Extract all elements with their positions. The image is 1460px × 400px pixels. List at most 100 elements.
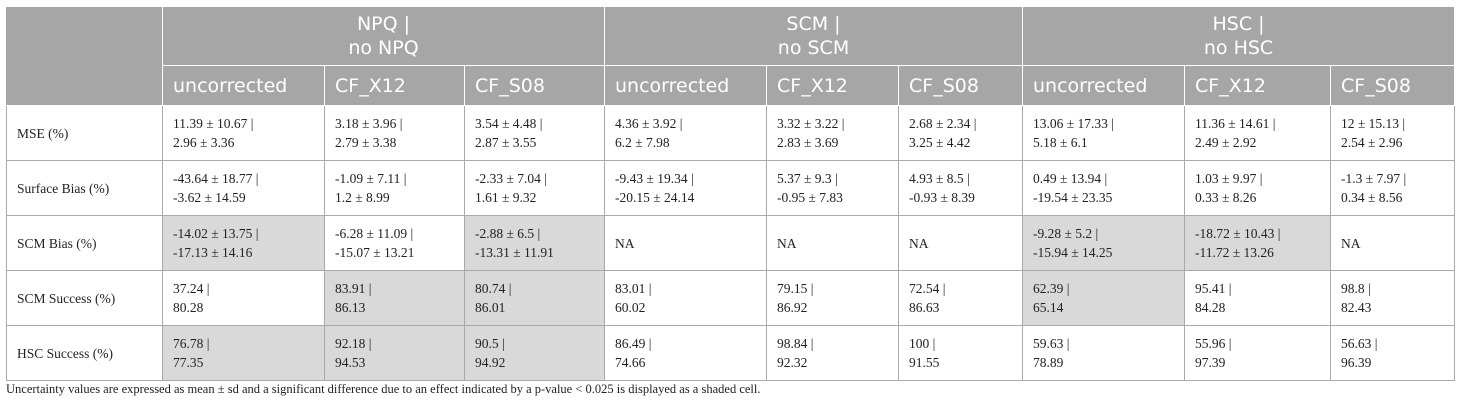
cell-line-1: 98.84 | [777, 336, 814, 351]
table-cell: 4.36 ± 3.92 | 6.2 ± 7.98 [604, 105, 767, 161]
cell-line-1: 11.39 ± 10.67 | [173, 116, 254, 131]
table-cell: 83.01 | 60.02 [604, 270, 767, 326]
results-table-container: NPQ | no NPQ SCM | no SCM HSC | no HSC u… [6, 6, 1456, 381]
cell-line-1: 0.49 ± 13.94 | [1033, 171, 1108, 186]
table-row: SCM Success (%) 37.24 | 80.28 83.91 | 86.13 8… [6, 270, 1456, 326]
cell-line-1: 1.03 ± 9.97 | [1195, 171, 1263, 186]
cell-line-1: -18.72 ± 10.43 | [1195, 226, 1281, 241]
cell-line-2: 94.92 [475, 355, 506, 370]
cell-line-2: 86.92 [777, 300, 808, 315]
cell-line-2: 5.18 ± 6.1 [1033, 135, 1088, 150]
column-header: uncorrected [604, 65, 767, 106]
table-cell: 3.54 ± 4.48 | 2.87 ± 3.55 [464, 105, 605, 161]
cell-line-1: 3.32 ± 3.22 | [777, 116, 845, 131]
cell-line-2: 80.28 [173, 300, 204, 315]
column-header: CF_X12 [1184, 65, 1332, 106]
shaded-cell: -2.88 ± 6.5 | -13.31 ± 11.91 [464, 215, 605, 271]
cell-line-2: 6.2 ± 7.98 [615, 135, 670, 150]
cell-line-1: NA [909, 235, 929, 251]
table-cell: 0.49 ± 13.94 | -19.54 ± 23.35 [1022, 160, 1186, 216]
header-group-npq-line1: NPQ | [356, 13, 411, 35]
cell-line-2: 77.35 [173, 355, 204, 370]
cell-line-1: 5.37 ± 9.3 | [777, 171, 838, 186]
table-cell: -9.43 ± 19.34 | -20.15 ± 24.14 [604, 160, 767, 216]
shaded-cell: 83.91 | 86.13 [324, 270, 465, 326]
shaded-cell: 80.74 | 86.01 [464, 270, 605, 326]
header-corner-cell [6, 6, 163, 106]
table-body: MSE (%) 11.39 ± 10.67 | 2.96 ± 3.36 3.18 ± … [6, 105, 1456, 381]
table-cell: 3.32 ± 3.22 | 2.83 ± 3.69 [766, 105, 899, 161]
cell-line-1: -6.28 ± 11.09 | [335, 226, 414, 241]
column-header: uncorrected [162, 65, 325, 106]
cell-line-1: 4.36 ± 3.92 | [615, 116, 683, 131]
table-cell: 72.54 | 86.63 [897, 270, 1024, 326]
cell-line-2: 1.61 ± 9.32 [475, 190, 537, 205]
row-label: MSE (%) [6, 105, 163, 161]
cell-line-2: 60.02 [615, 300, 646, 315]
cell-line-2: 3.25 ± 4.42 [909, 135, 971, 150]
header-group-npq: NPQ | no NPQ [162, 6, 605, 66]
shaded-cell: 90.5 | 94.92 [464, 325, 605, 381]
table-cell: 2.68 ± 2.34 | 3.25 ± 4.42 [897, 105, 1024, 161]
column-header: CF_S08 [464, 65, 605, 106]
cell-line-2: 94.53 [335, 355, 366, 370]
column-header: CF_S08 [1330, 65, 1456, 106]
cell-line-1: -9.28 ± 5.2 | [1033, 226, 1099, 241]
table-cell: 59.63 | 78.89 [1022, 325, 1186, 381]
cell-line-2: 86.01 [475, 300, 506, 315]
shaded-cell: 92.18 | 94.53 [324, 325, 465, 381]
cell-line-1: 37.24 | [173, 281, 210, 296]
cell-line-1: NA [1341, 235, 1361, 251]
table-cell: NA [766, 215, 899, 271]
cell-line-1: 79.15 | [777, 281, 814, 296]
cell-line-2: -19.54 ± 23.35 [1033, 190, 1113, 205]
cell-line-1: 3.54 ± 4.48 | [475, 116, 543, 131]
cell-line-2: 2.79 ± 3.38 [335, 135, 397, 150]
cell-line-2: 2.83 ± 3.69 [777, 135, 839, 150]
table-row: SCM Bias (%) -14.02 ± 13.75 | -17.13 ± 14.… [6, 215, 1456, 271]
cell-line-2: -20.15 ± 24.14 [615, 190, 695, 205]
table-cell: 98.8 | 82.43 [1330, 270, 1456, 326]
cell-line-1: -2.33 ± 7.04 | [475, 171, 547, 186]
cell-line-1: 95.41 | [1195, 281, 1232, 296]
table-cell: -2.33 ± 7.04 | 1.61 ± 9.32 [464, 160, 605, 216]
column-header: CF_S08 [897, 65, 1024, 106]
cell-line-1: 72.54 | [909, 281, 946, 296]
table-footnote: Uncertainty values are expressed as mean… [6, 382, 761, 396]
cell-line-2: -0.93 ± 8.39 [909, 190, 975, 205]
header-subheader-row: uncorrected CF_X12 CF_S08 uncorrected CF_X12… [7, 65, 1456, 106]
table-cell: -43.64 ± 18.77 | -3.62 ± 14.59 [162, 160, 325, 216]
table-cell: 5.37 ± 9.3 | -0.95 ± 7.83 [766, 160, 899, 216]
table-cell: -1.3 ± 7.97 | 0.34 ± 8.56 [1330, 160, 1456, 216]
cell-line-1: NA [777, 235, 797, 251]
header-group-hsc: HSC | no HSC [1022, 6, 1456, 66]
cell-line-2: 0.34 ± 8.56 [1341, 190, 1403, 205]
table-cell: 55.96 | 97.39 [1184, 325, 1332, 381]
table-cell: 13.06 ± 17.33 | 5.18 ± 6.1 [1022, 105, 1186, 161]
cell-line-1: 83.91 | [335, 281, 372, 296]
table-cell: 37.24 | 80.28 [162, 270, 325, 326]
table-cell: NA [604, 215, 767, 271]
cell-line-1: 80.74 | [475, 281, 512, 296]
table-row: Surface Bias (%) -43.64 ± 18.77 | -3.62 ± … [6, 160, 1456, 216]
cell-line-2: -13.31 ± 11.91 [475, 245, 554, 260]
cell-line-2: 84.28 [1195, 300, 1226, 315]
cell-line-2: -11.72 ± 13.26 [1195, 245, 1274, 260]
cell-line-2: 78.89 [1033, 355, 1064, 370]
table-cell: 100 | 91.55 [897, 325, 1024, 381]
cell-line-1: 11.36 ± 14.61 | [1195, 116, 1276, 131]
cell-line-1: 4.93 ± 8.5 | [909, 171, 970, 186]
shaded-cell: 62.39 | 65.14 [1022, 270, 1186, 326]
cell-line-1: 100 | [909, 336, 936, 351]
cell-line-1: NA [615, 235, 635, 251]
cell-line-1: -1.3 ± 7.97 | [1341, 171, 1407, 186]
row-label: SCM Bias (%) [6, 215, 163, 271]
column-header: CF_X12 [324, 65, 465, 106]
cell-line-1: 13.06 ± 17.33 | [1033, 116, 1115, 131]
cell-line-1: -1.09 ± 7.11 | [335, 171, 407, 186]
row-label: HSC Success (%) [6, 325, 163, 381]
column-header: CF_X12 [766, 65, 899, 106]
table-cell: NA [897, 215, 1024, 271]
cell-line-2: 82.43 [1341, 300, 1372, 315]
table-cell: 12 ± 15.13 | 2.54 ± 2.96 [1330, 105, 1456, 161]
